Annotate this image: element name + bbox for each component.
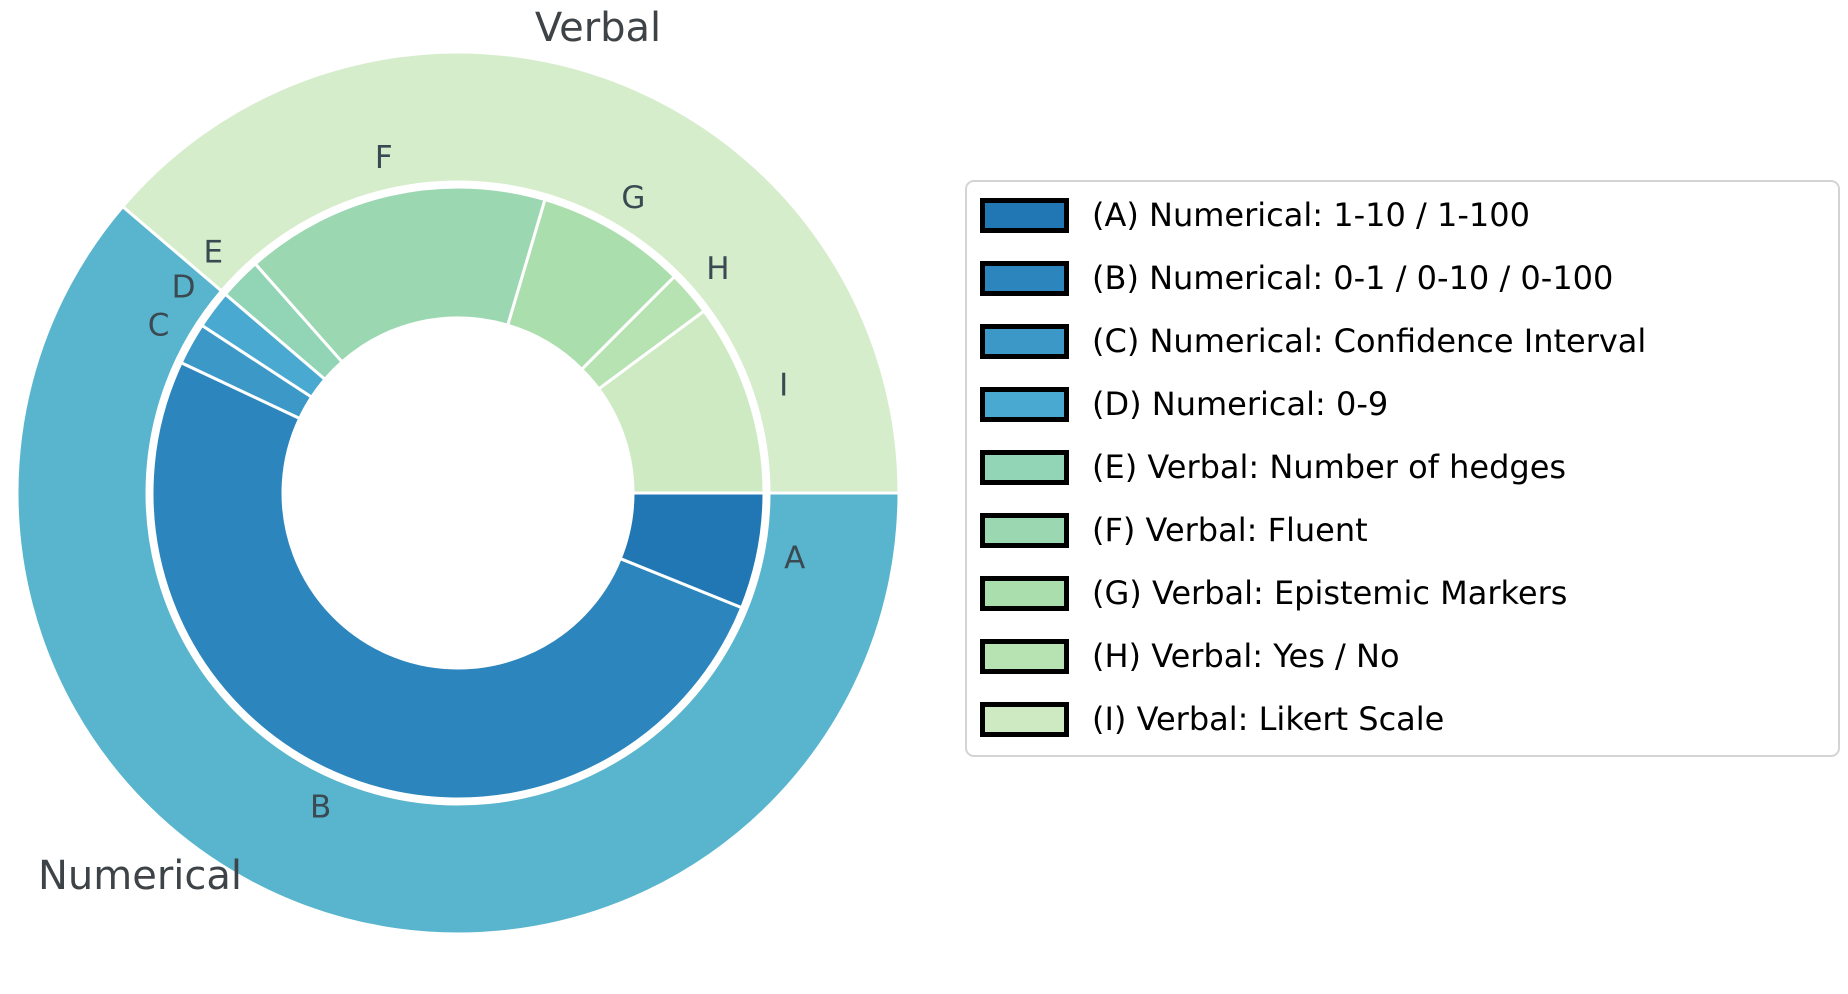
legend-swatch-A bbox=[980, 198, 1069, 233]
legend-row-E: (E) Verbal: Number of hedges bbox=[980, 450, 1838, 485]
legend-label-H: (H) Verbal: Yes / No bbox=[1092, 637, 1400, 675]
legend-swatch-H bbox=[980, 639, 1069, 674]
legend-label-B: (B) Numerical: 0-1 / 0-10 / 0-100 bbox=[1092, 259, 1614, 297]
segment-letter-D: D bbox=[172, 269, 196, 305]
legend-swatch-C bbox=[980, 324, 1069, 359]
segment-letter-E: E bbox=[204, 235, 224, 271]
legend-swatch-G bbox=[980, 576, 1069, 611]
legend-label-A: (A) Numerical: 1-10 / 1-100 bbox=[1092, 196, 1530, 234]
legend-swatch-B bbox=[980, 261, 1069, 296]
legend-label-G: (G) Verbal: Epistemic Markers bbox=[1092, 574, 1568, 612]
segment-letter-G: G bbox=[621, 180, 645, 216]
legend-row-D: (D) Numerical: 0-9 bbox=[980, 387, 1838, 422]
legend-row-C: (C) Numerical: Confidence Interval bbox=[980, 324, 1838, 359]
segment-letter-F: F bbox=[375, 140, 393, 176]
legend-label-I: (I) Verbal: Likert Scale bbox=[1092, 700, 1445, 738]
legend-label-E: (E) Verbal: Number of hedges bbox=[1092, 448, 1567, 486]
legend-swatch-I bbox=[980, 702, 1069, 737]
legend-swatch-F bbox=[980, 513, 1069, 548]
inner-wedge-F bbox=[253, 185, 547, 364]
inner-wedge-B bbox=[150, 361, 744, 801]
legend-label-D: (D) Numerical: 0-9 bbox=[1092, 385, 1389, 423]
legend-row-I: (I) Verbal: Likert Scale bbox=[980, 702, 1838, 737]
segment-letter-C: C bbox=[148, 308, 170, 344]
outer-wedge-verbal bbox=[121, 50, 901, 495]
legend-row-F: (F) Verbal: Fluent bbox=[980, 513, 1838, 548]
legend: (A) Numerical: 1-10 / 1-100 (B) Numerical… bbox=[965, 180, 1840, 757]
segment-letters: I H G F EDC B A bbox=[148, 140, 806, 825]
legend-swatch-E bbox=[980, 450, 1069, 485]
segment-letter-A: A bbox=[784, 540, 805, 576]
legend-row-G: (G) Verbal: Epistemic Markers bbox=[980, 576, 1838, 611]
segment-letter-H: H bbox=[706, 251, 729, 287]
legend-label-C: (C) Numerical: Confidence Interval bbox=[1092, 322, 1647, 360]
legend-rows: (A) Numerical: 1-10 / 1-100 (B) Numerical… bbox=[967, 182, 1838, 737]
legend-label-F: (F) Verbal: Fluent bbox=[1092, 511, 1368, 549]
segment-letter-I: I bbox=[779, 368, 788, 404]
inner-ring bbox=[150, 185, 766, 801]
numerical-ring-title: Numerical bbox=[38, 853, 242, 899]
verbal-ring-title: Verbal bbox=[535, 5, 661, 51]
outer-ring bbox=[15, 50, 901, 936]
legend-swatch-D bbox=[980, 387, 1069, 422]
legend-row-A: (A) Numerical: 1-10 / 1-100 bbox=[980, 198, 1838, 233]
inner-wedge-A bbox=[618, 491, 766, 610]
segment-letter-B: B bbox=[310, 789, 331, 825]
legend-row-B: (B) Numerical: 0-1 / 0-10 / 0-100 bbox=[980, 261, 1838, 296]
outer-wedge-numerical bbox=[15, 205, 901, 936]
legend-row-H: (H) Verbal: Yes / No bbox=[980, 639, 1838, 674]
